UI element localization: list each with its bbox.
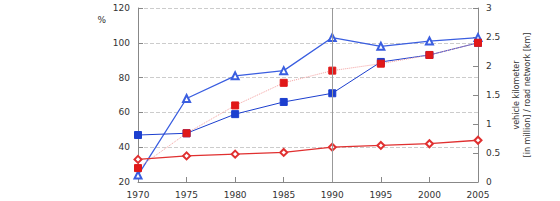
svg-text:vehicle kilometer: vehicle kilometer [512, 60, 521, 130]
svg-text:1980: 1980 [224, 190, 247, 200]
svg-text:2005: 2005 [467, 190, 490, 200]
svg-text:20: 20 [119, 177, 131, 187]
svg-text:100: 100 [113, 38, 130, 48]
svg-text:40: 40 [119, 142, 131, 152]
svg-text:2000: 2000 [418, 190, 441, 200]
svg-text:1995: 1995 [369, 190, 392, 200]
svg-text:120: 120 [113, 3, 130, 13]
svg-text:1970: 1970 [127, 190, 150, 200]
svg-text:2: 2 [486, 61, 492, 71]
svg-text:%: % [97, 15, 106, 25]
svg-text:3: 3 [486, 3, 492, 13]
svg-text:0: 0 [486, 177, 492, 187]
svg-text:2.5: 2.5 [486, 32, 500, 42]
svg-text:1985: 1985 [272, 190, 295, 200]
svg-text:0.5: 0.5 [486, 148, 500, 158]
svg-text:60: 60 [119, 107, 131, 117]
svg-text:1: 1 [486, 119, 492, 129]
svg-text:80: 80 [119, 73, 131, 83]
svg-text:[in million] / road network [k: [in million] / road network [km] [523, 33, 532, 158]
svg-text:1990: 1990 [321, 190, 344, 200]
svg-text:1975: 1975 [175, 190, 198, 200]
svg-text:1.5: 1.5 [486, 90, 500, 100]
